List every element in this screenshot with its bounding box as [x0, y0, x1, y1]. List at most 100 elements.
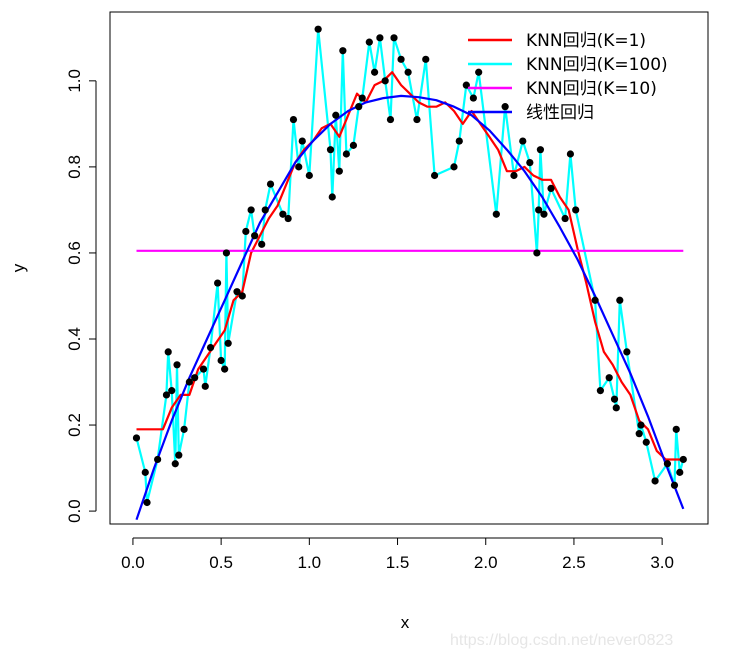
data-point-14 [201, 382, 209, 390]
data-point-84 [651, 477, 659, 485]
chart-legend: KNN回归(K=1) KNN回归(K=100) KNN回归(K=10) 线性回归 [468, 31, 668, 123]
data-point-88 [676, 468, 684, 476]
data-point-85 [663, 460, 672, 468]
data-point-52 [404, 68, 412, 76]
data-point-29 [279, 210, 287, 218]
data-point-74 [591, 296, 599, 304]
data-point-77 [610, 395, 619, 403]
data-point-1 [141, 468, 149, 476]
data-point-31 [289, 115, 298, 124]
data-point-66 [533, 249, 541, 257]
data-point-73 [572, 206, 580, 214]
data-point-25 [251, 232, 259, 240]
legend-label-1: KNN回归(K=100) [526, 55, 668, 75]
data-point-2 [143, 498, 151, 507]
data-point-89 [679, 455, 687, 464]
data-point-21 [233, 288, 241, 296]
legend-label-2: KNN回归(K=10) [526, 79, 657, 99]
data-point-82 [637, 421, 645, 429]
data-point-59 [469, 94, 477, 102]
x-tick-label-3: 1.5 [386, 553, 410, 572]
data-point-17 [217, 356, 225, 365]
data-point-20 [224, 339, 232, 347]
data-point-6 [168, 387, 176, 395]
data-point-87 [672, 425, 680, 433]
data-point-3 [154, 455, 162, 464]
series-line-3 [135, 94, 685, 521]
data-point-43 [355, 103, 363, 111]
data-point-30 [284, 214, 292, 223]
plot-frame [109, 11, 709, 525]
data-point-48 [381, 77, 389, 85]
x-axis-label: x [401, 613, 410, 632]
chart-axes-layer: 0.0 0.5 1.0 1.5 2.0 2.5 3.0 0.0 0.2 0.4 0.6 0.8 1.0 [65, 69, 674, 572]
y-tick-label-5: 1.0 [65, 69, 84, 93]
data-point-35 [314, 25, 322, 33]
data-point-0 [132, 434, 141, 442]
data-point-23 [242, 227, 250, 236]
x-tick-label-4: 2.0 [474, 553, 498, 572]
x-tick-label-0: 0.0 [121, 553, 145, 572]
data-point-40 [339, 47, 347, 55]
x-tick-label-2: 1.0 [298, 553, 322, 572]
data-point-39 [335, 167, 343, 175]
data-point-26 [258, 240, 266, 248]
data-point-5 [164, 348, 172, 356]
x-tick-label-5: 2.5 [562, 553, 586, 572]
data-point-50 [390, 34, 398, 42]
data-point-71 [561, 214, 569, 223]
data-point-41 [342, 150, 350, 158]
data-point-32 [295, 163, 303, 171]
data-point-27 [261, 206, 269, 214]
data-point-42 [349, 141, 358, 149]
data-point-65 [526, 158, 534, 167]
data-point-45 [365, 38, 373, 46]
y-tick-label-0: 0.0 [65, 499, 84, 523]
x-tick-label-1: 0.5 [209, 553, 233, 572]
series-line-0 [136, 71, 684, 461]
data-point-16 [214, 279, 222, 287]
y-axis-label: y [9, 263, 28, 272]
data-point-72 [566, 150, 575, 158]
data-point-60 [475, 68, 483, 76]
data-point-64 [519, 137, 527, 145]
data-point-36 [326, 146, 335, 154]
legend-label-0: KNN回归(K=1) [526, 31, 646, 51]
y-tick-label-3: 0.6 [65, 241, 84, 265]
data-point-56 [450, 163, 458, 171]
data-point-79 [616, 296, 624, 304]
data-point-57 [455, 137, 463, 145]
data-point-68 [536, 146, 545, 154]
y-tick-label-2: 0.4 [65, 327, 84, 351]
series-line-1 [135, 28, 685, 504]
chart-points-layer [132, 25, 687, 507]
data-point-11 [185, 378, 193, 386]
data-point-33 [298, 137, 306, 145]
data-point-7 [171, 460, 179, 468]
y-tick-label-1: 0.2 [65, 413, 84, 437]
watermark-text: https://blog.csdn.net/never0823 [450, 632, 673, 649]
data-point-34 [305, 171, 313, 180]
data-point-81 [635, 430, 643, 438]
data-point-44 [358, 94, 366, 102]
data-point-46 [371, 68, 379, 76]
data-point-18 [221, 365, 229, 373]
data-point-9 [175, 451, 183, 459]
data-point-63 [510, 171, 518, 180]
chart-series-layer [135, 28, 685, 521]
data-point-19 [222, 249, 231, 257]
legend-label-3: 线性回归 [526, 103, 594, 123]
data-point-38 [332, 111, 340, 119]
data-point-69 [540, 210, 548, 218]
data-point-86 [670, 481, 679, 489]
data-point-62 [501, 103, 509, 111]
data-point-15 [206, 343, 215, 352]
data-point-54 [422, 55, 430, 63]
data-point-24 [247, 206, 255, 214]
data-point-75 [596, 387, 604, 395]
data-point-51 [397, 55, 405, 63]
data-point-76 [605, 374, 613, 382]
data-point-12 [191, 374, 199, 382]
data-point-47 [376, 34, 384, 42]
